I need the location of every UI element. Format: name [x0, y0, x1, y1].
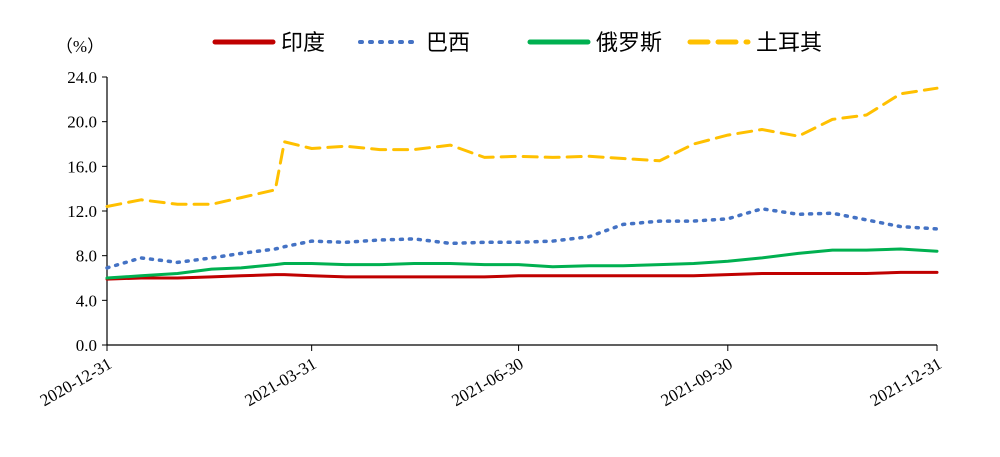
y-tick-label: 24.0	[67, 68, 97, 87]
series-line-0	[105, 270, 939, 281]
x-axis: 2020-12-31 2021-03-31 2021-06-30 2021-09-30…	[37, 344, 945, 410]
y-axis: 0.0 4.0 8.0 12.0 16.0 20.0 24.0	[67, 68, 108, 355]
legend-label-2: 俄罗斯	[596, 31, 662, 56]
x-tick-label: 2021-03-31	[241, 354, 319, 410]
y-tick-label: 12.0	[67, 202, 97, 221]
legend-label-0: 印度	[281, 31, 325, 56]
x-tick-label: 2021-12-31	[867, 354, 945, 410]
legend-label-1: 巴西	[426, 31, 470, 56]
legend-label-3: 土耳其	[756, 31, 822, 56]
y-tick-label: 20.0	[67, 113, 97, 132]
series-line-2	[105, 247, 939, 280]
y-tick-label: 4.0	[76, 291, 97, 310]
y-axis-unit-label: （%）	[56, 37, 104, 56]
y-tick-label: 16.0	[67, 157, 97, 176]
series-line-1	[105, 207, 939, 270]
legend: 印度 巴西 俄罗斯 土耳其	[212, 31, 822, 56]
x-tick-label: 2021-06-30	[448, 354, 526, 410]
x-tick-label: 2020-12-31	[37, 354, 115, 410]
series-layer	[105, 86, 939, 281]
series-line-3	[105, 86, 939, 208]
y-tick-label: 0.0	[76, 336, 97, 355]
y-tick-label: 8.0	[76, 247, 97, 266]
x-tick-label: 2021-09-30	[658, 354, 736, 410]
